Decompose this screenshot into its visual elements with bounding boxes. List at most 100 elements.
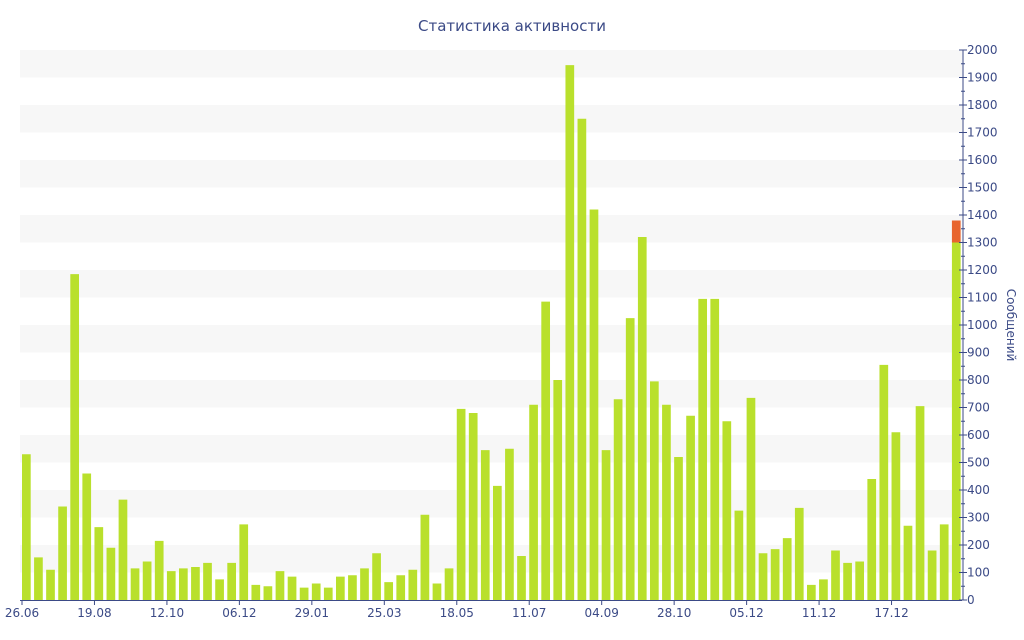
x-axis: 26.06 19.08 12.10 06.12 29.01 25.03 18.05 11.07… <box>5 600 962 620</box>
grid-band <box>20 50 962 78</box>
bar <box>891 432 901 600</box>
bar <box>650 381 659 601</box>
grid-band <box>20 160 962 188</box>
y-tick-label: 100 <box>967 566 990 580</box>
bar <box>770 549 780 601</box>
y-tick-label: 1400 <box>967 208 998 222</box>
x-tick-label: 29.01 <box>295 606 329 620</box>
bar <box>879 364 889 601</box>
y-tick-label: 200 <box>967 538 990 552</box>
bar <box>468 413 478 600</box>
bar <box>311 583 321 600</box>
bar <box>734 510 744 601</box>
bar <box>819 579 828 601</box>
y-tick-label: 1700 <box>967 126 998 140</box>
chart-title: Статистика активности <box>418 17 606 35</box>
bar <box>323 587 333 601</box>
grid-band <box>20 105 962 133</box>
bar <box>529 404 538 600</box>
bar <box>82 473 92 600</box>
bar <box>106 547 116 600</box>
grid-band <box>20 490 962 518</box>
bar <box>287 576 297 601</box>
bar <box>903 525 913 600</box>
bar <box>782 538 792 601</box>
y-tick-label: 600 <box>967 428 990 442</box>
bar <box>589 209 599 600</box>
bar <box>831 550 840 600</box>
x-tick-label: 26.06 <box>5 606 39 620</box>
y-tick-label: 1500 <box>967 181 998 195</box>
bar <box>480 450 490 601</box>
x-tick-label: 12.10 <box>150 606 184 620</box>
bar <box>239 524 249 601</box>
bar <box>662 404 671 600</box>
bar <box>154 540 164 601</box>
bar <box>34 557 43 601</box>
y-tick-label: 900 <box>967 346 990 360</box>
x-tick-label: 11.12 <box>802 606 836 620</box>
bar <box>130 568 140 601</box>
bar <box>686 415 695 600</box>
bar <box>625 318 635 601</box>
bar <box>348 575 357 600</box>
bar <box>577 118 587 600</box>
x-tick-label: 04.09 <box>585 606 619 620</box>
bar-highlight <box>951 220 961 243</box>
bar <box>807 584 816 601</box>
grid-band <box>20 270 962 298</box>
bar <box>493 485 502 601</box>
bar <box>275 571 285 601</box>
bar <box>215 579 224 601</box>
bar <box>939 524 949 601</box>
bar <box>166 571 176 601</box>
grid-band <box>20 380 962 408</box>
bar <box>179 568 188 601</box>
bar <box>22 454 31 600</box>
x-tick-label: 18.05 <box>440 606 474 620</box>
y-tick-label: 1200 <box>967 263 998 277</box>
bars <box>22 65 961 601</box>
bar <box>637 237 647 600</box>
bar <box>251 584 261 601</box>
bar <box>432 583 442 600</box>
bar <box>444 568 454 601</box>
bar <box>915 406 925 601</box>
grid-band <box>20 325 962 353</box>
bar <box>710 298 720 601</box>
bar <box>142 561 152 600</box>
bar <box>674 457 683 600</box>
bar <box>517 556 526 600</box>
y-tick-label: 1000 <box>967 318 998 332</box>
bar <box>927 550 937 600</box>
bar <box>70 274 80 601</box>
y-tick-label: 1300 <box>967 236 998 250</box>
bar <box>46 569 55 600</box>
bar <box>553 380 563 600</box>
bar <box>360 568 369 601</box>
y-tick-label: 1900 <box>967 71 998 85</box>
bar <box>601 450 611 601</box>
bar <box>698 298 708 601</box>
bar <box>867 479 877 600</box>
bar <box>263 586 273 600</box>
x-tick-label: 11.07 <box>512 606 546 620</box>
x-tick-label: 19.08 <box>77 606 111 620</box>
grid-band <box>20 215 962 243</box>
x-tick-label: 06.12 <box>222 606 256 620</box>
bar <box>565 65 575 601</box>
y-axis: 0 100 200 300 400 500 600 700 800 900 1000 1100 1200… <box>959 43 998 607</box>
bar <box>746 397 756 601</box>
y-tick-label: 2000 <box>967 43 998 57</box>
y-tick-label: 700 <box>967 401 990 415</box>
bar <box>855 561 865 600</box>
x-tick-label: 05.12 <box>729 606 763 620</box>
y-axis-title: Сообщений <box>1004 289 1018 362</box>
bar <box>299 587 309 601</box>
bar <box>722 421 732 600</box>
grid-band <box>20 435 962 463</box>
y-tick-label: 1100 <box>967 291 998 305</box>
bar <box>227 562 237 601</box>
